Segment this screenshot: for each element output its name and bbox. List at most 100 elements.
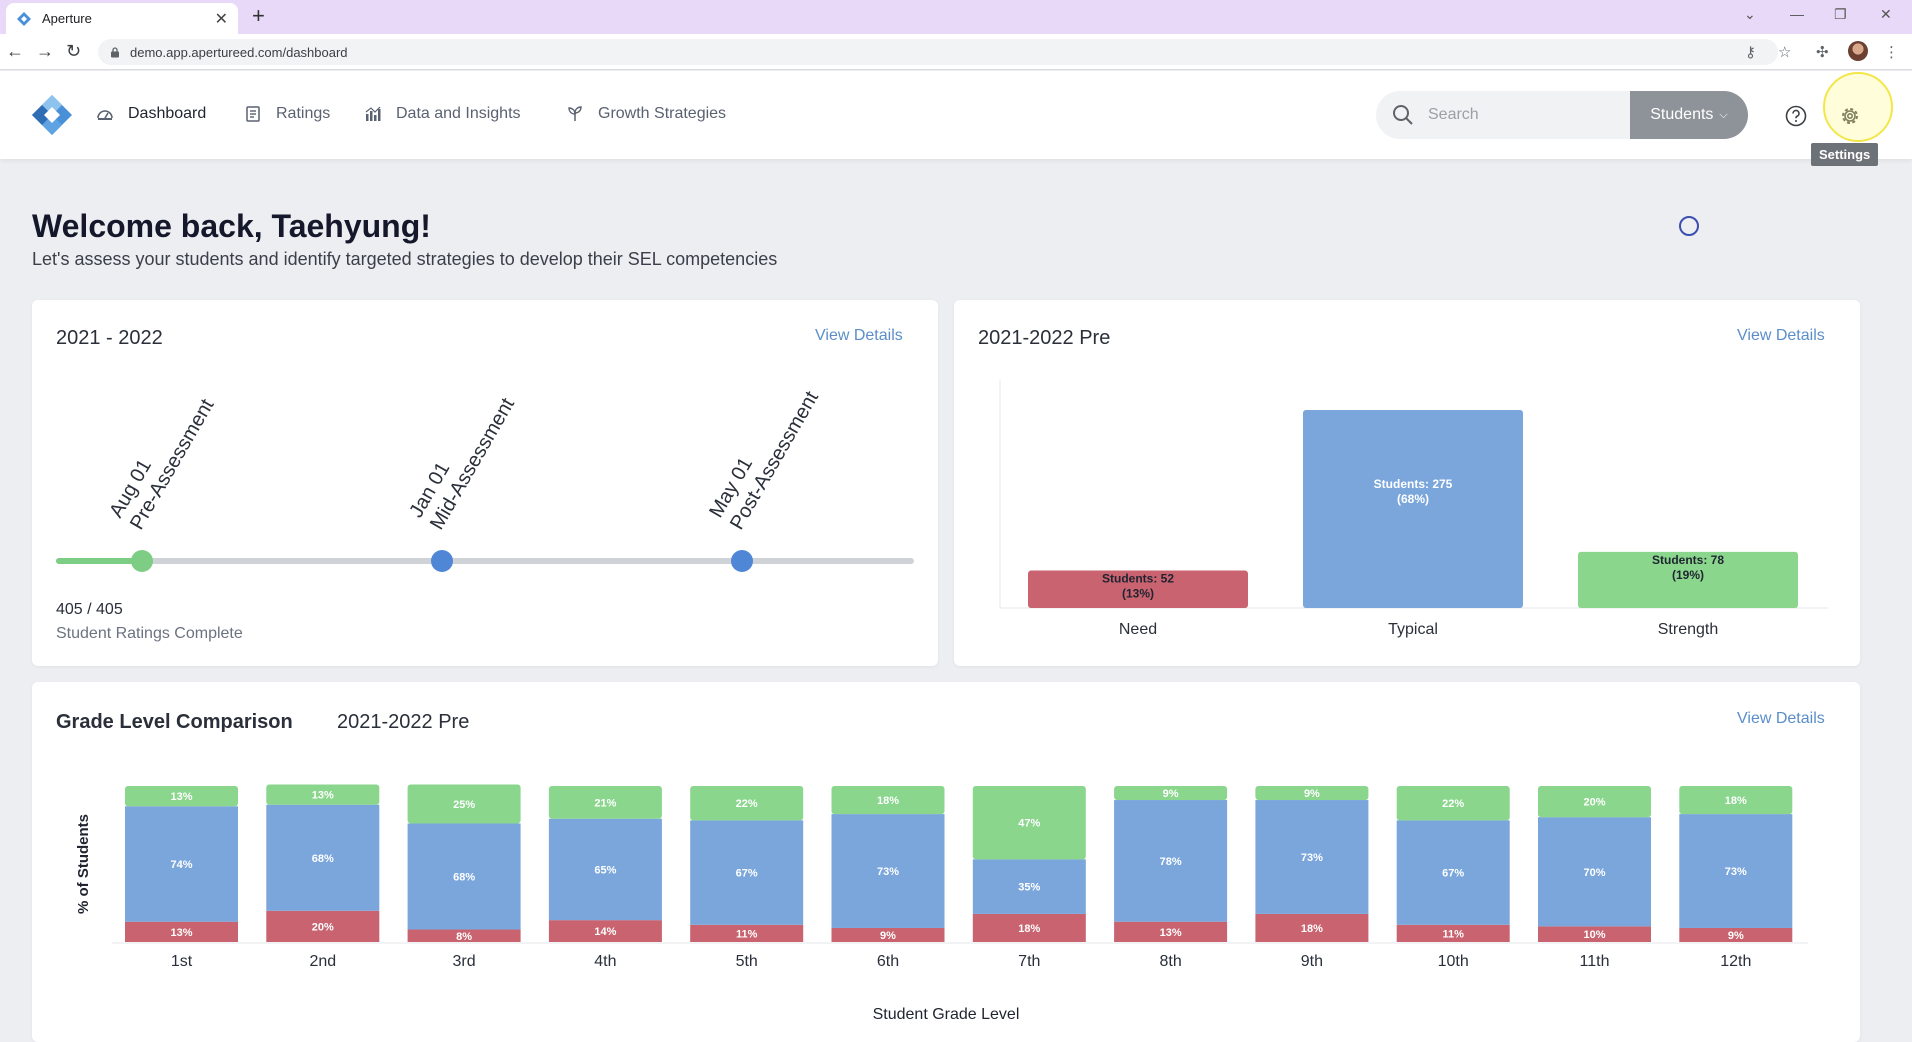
- segment-data-label: 74%: [170, 859, 192, 871]
- segment-data-label: 13%: [170, 927, 192, 939]
- sprout-icon: [568, 106, 582, 121]
- stack-segment-need[interactable]: [1538, 926, 1651, 942]
- back-icon[interactable]: ←: [6, 41, 24, 61]
- nav-data-insights[interactable]: Data and Insights: [364, 105, 521, 123]
- stack-segment-need[interactable]: [1679, 927, 1793, 942]
- url-text: demo.app.apertureed.com/dashboard: [130, 44, 348, 60]
- x-tick-label: Need: [1119, 621, 1157, 638]
- nav-growth-strategies[interactable]: Growth Strategies: [566, 105, 726, 123]
- ratings-complete-label: Student Ratings Complete: [56, 625, 243, 642]
- stack-segment-typical[interactable]: [1114, 800, 1228, 922]
- timeline-view-details-link[interactable]: View Details: [815, 327, 903, 344]
- forward-icon[interactable]: →: [36, 41, 54, 61]
- stack-segment-typical[interactable]: [1538, 817, 1651, 927]
- aperture-favicon-icon: [17, 11, 31, 26]
- distribution-view-details-link[interactable]: View Details: [1737, 327, 1825, 344]
- stack-segment-typical[interactable]: [266, 804, 380, 911]
- segment-data-label: 13%: [170, 791, 192, 803]
- stack-segment-strength[interactable]: [1255, 786, 1369, 801]
- stack-segment-need[interactable]: [407, 929, 521, 942]
- stack-segment-typical[interactable]: [831, 814, 945, 928]
- timeline-card-title: 2021 - 2022: [56, 327, 163, 349]
- page-subtitle: Let's assess your students and identify …: [32, 249, 778, 269]
- stack-segment-typical[interactable]: [972, 859, 1086, 914]
- search-scope-dropdown[interactable]: Students ⌵: [1630, 91, 1748, 139]
- grade-view-details-link[interactable]: View Details: [1737, 710, 1825, 727]
- browser-tab[interactable]: Aperture ✕: [6, 3, 238, 34]
- segment-data-label: 8%: [456, 931, 472, 943]
- search-scope-label: Students: [1650, 106, 1714, 123]
- window-close-icon[interactable]: ✕: [1880, 6, 1892, 22]
- stack-segment-typical[interactable]: [1679, 814, 1793, 928]
- stack-segment-strength[interactable]: [1114, 786, 1228, 801]
- help-icon[interactable]: [1785, 105, 1807, 127]
- extensions-icon[interactable]: ✣: [1816, 44, 1829, 61]
- segment-data-label: 10%: [1583, 929, 1605, 941]
- tab-search-icon[interactable]: ⌄: [1744, 6, 1756, 22]
- x-tick-label: 2nd: [309, 953, 336, 970]
- stack-segment-strength[interactable]: [548, 786, 662, 819]
- milestone-dot-pre[interactable]: [131, 550, 153, 572]
- stack-segment-need[interactable]: [548, 920, 662, 942]
- segment-data-label: 73%: [1725, 866, 1747, 878]
- stack-segment-need[interactable]: [972, 913, 1086, 942]
- stack-segment-need[interactable]: [125, 921, 238, 942]
- restore-icon[interactable]: ❐: [1834, 6, 1847, 22]
- address-bar[interactable]: demo.app.apertureed.com/dashboard: [98, 39, 1778, 65]
- x-tick-label: 12th: [1720, 953, 1751, 970]
- segment-data-label: 11%: [1442, 928, 1464, 940]
- stack-segment-strength[interactable]: [1396, 786, 1510, 821]
- segment-data-label: 68%: [453, 871, 475, 883]
- stack-segment-strength[interactable]: [266, 784, 380, 805]
- grade-comparison-period: 2021-2022 Pre: [337, 711, 470, 733]
- tab-title: Aperture: [42, 11, 92, 26]
- stack-segment-strength[interactable]: [972, 786, 1086, 860]
- bookmark-star-icon[interactable]: ☆: [1778, 44, 1792, 61]
- browser-menu-icon[interactable]: ⋮: [1884, 44, 1899, 61]
- stack-segment-strength[interactable]: [690, 786, 804, 821]
- stack-segment-typical[interactable]: [125, 806, 238, 922]
- stack-segment-typical[interactable]: [548, 818, 662, 921]
- stack-segment-typical[interactable]: [690, 820, 804, 925]
- bar-data-label: Students: 78: [1652, 553, 1724, 567]
- bar-data-label: (19%): [1672, 568, 1704, 582]
- profile-avatar[interactable]: [1848, 41, 1868, 61]
- stack-segment-typical[interactable]: [1255, 800, 1369, 914]
- bar-strength[interactable]: [1578, 551, 1798, 608]
- browser-toolbar: ← → ↻ demo.app.apertureed.com/dashboard …: [0, 34, 1912, 70]
- nav-ratings[interactable]: Ratings: [244, 105, 330, 123]
- stack-segment-need[interactable]: [266, 910, 380, 942]
- key-icon[interactable]: ⚷: [1745, 44, 1756, 61]
- loading-spinner-icon: [1679, 216, 1699, 236]
- nav-dashboard[interactable]: Dashboard: [96, 105, 206, 123]
- settings-gear-icon[interactable]: [1838, 104, 1862, 128]
- stack-segment-need[interactable]: [1396, 924, 1510, 942]
- aperture-logo-icon[interactable]: [30, 93, 74, 137]
- reload-icon[interactable]: ↻: [66, 41, 82, 61]
- x-tick-label: 5th: [736, 953, 758, 970]
- search-input[interactable]: Search: [1376, 91, 1630, 139]
- stack-segment-need[interactable]: [1114, 921, 1228, 942]
- stack-segment-strength[interactable]: [831, 786, 945, 815]
- minimize-icon[interactable]: —: [1790, 6, 1804, 22]
- stack-segment-need[interactable]: [831, 927, 945, 942]
- milestone-dot-mid[interactable]: [431, 550, 453, 572]
- milestone-dot-post[interactable]: [731, 550, 753, 572]
- segment-data-label: 14%: [594, 926, 616, 938]
- stack-segment-need[interactable]: [1255, 913, 1369, 942]
- stack-segment-strength[interactable]: [407, 784, 521, 824]
- stack-segment-typical[interactable]: [1396, 820, 1510, 925]
- stack-segment-strength[interactable]: [125, 786, 238, 807]
- segment-data-label: 20%: [1583, 797, 1605, 809]
- grade-comparison-title: Grade Level Comparison: [56, 711, 293, 733]
- distribution-card-title: 2021-2022 Pre: [978, 327, 1111, 349]
- bar-typical[interactable]: [1303, 410, 1523, 608]
- stack-segment-typical[interactable]: [407, 823, 521, 930]
- stack-segment-need[interactable]: [690, 924, 804, 942]
- stack-segment-strength[interactable]: [1679, 786, 1793, 815]
- new-tab-icon[interactable]: +: [252, 3, 265, 28]
- tab-close-icon[interactable]: ✕: [214, 10, 228, 28]
- stack-segment-strength[interactable]: [1538, 786, 1651, 818]
- bar-need[interactable]: [1028, 570, 1248, 608]
- x-tick-label: 7th: [1018, 953, 1040, 970]
